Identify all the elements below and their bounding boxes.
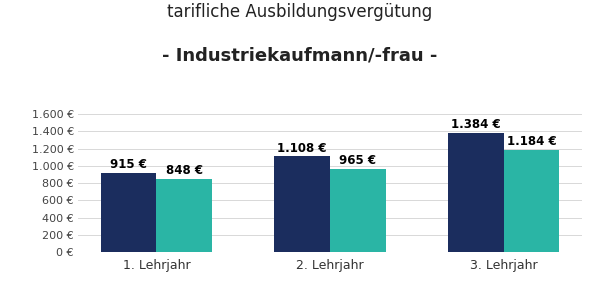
Text: 965 €: 965 €	[339, 154, 376, 167]
Bar	[503, 150, 559, 252]
Bar	[448, 133, 503, 252]
Bar	[274, 156, 330, 252]
Text: 1.108 €: 1.108 €	[277, 142, 327, 155]
Text: 848 €: 848 €	[166, 164, 203, 177]
Bar	[101, 173, 157, 252]
Text: 1.384 €: 1.384 €	[451, 118, 500, 131]
Text: 915 €: 915 €	[110, 159, 147, 171]
Text: 1.184 €: 1.184 €	[506, 135, 556, 148]
Bar	[330, 169, 386, 252]
Bar	[157, 179, 212, 252]
Text: tarifliche Ausbildungsvergütung: tarifliche Ausbildungsvergütung	[167, 3, 433, 21]
Text: - Industriekaufmann/-frau -: - Industriekaufmann/-frau -	[163, 47, 437, 65]
